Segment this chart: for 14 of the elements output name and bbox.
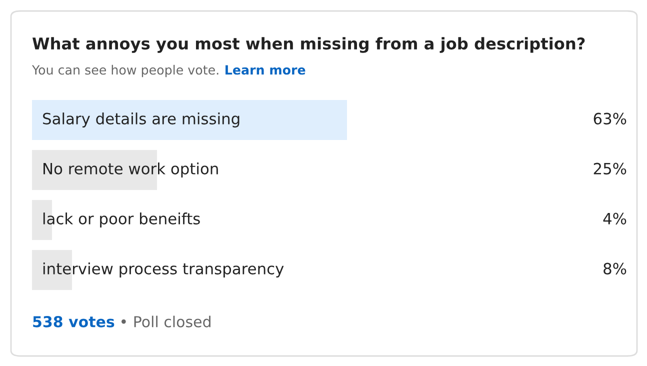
text: You can see how people vote. <box>32 64 218 78</box>
y-tick-label: interview process transparency <box>43 262 284 278</box>
chart-title: What annoys you most when missing from a job description? <box>32 37 585 53</box>
data-label: 8% <box>604 262 626 274</box>
bar <box>32 100 347 140</box>
text: • Poll closed <box>122 316 210 328</box>
text: Learn more <box>226 65 306 75</box>
data-label: 63% <box>594 112 626 124</box>
text: 538 votes <box>33 316 114 328</box>
y-tick-label: lack or poor beneifts <box>43 212 200 228</box>
y-tick-label: No remote work option <box>44 162 218 178</box>
data-label: 25% <box>594 162 626 174</box>
data-label: 4% <box>603 212 626 224</box>
y-tick-label: Salary details are missing <box>43 112 240 128</box>
